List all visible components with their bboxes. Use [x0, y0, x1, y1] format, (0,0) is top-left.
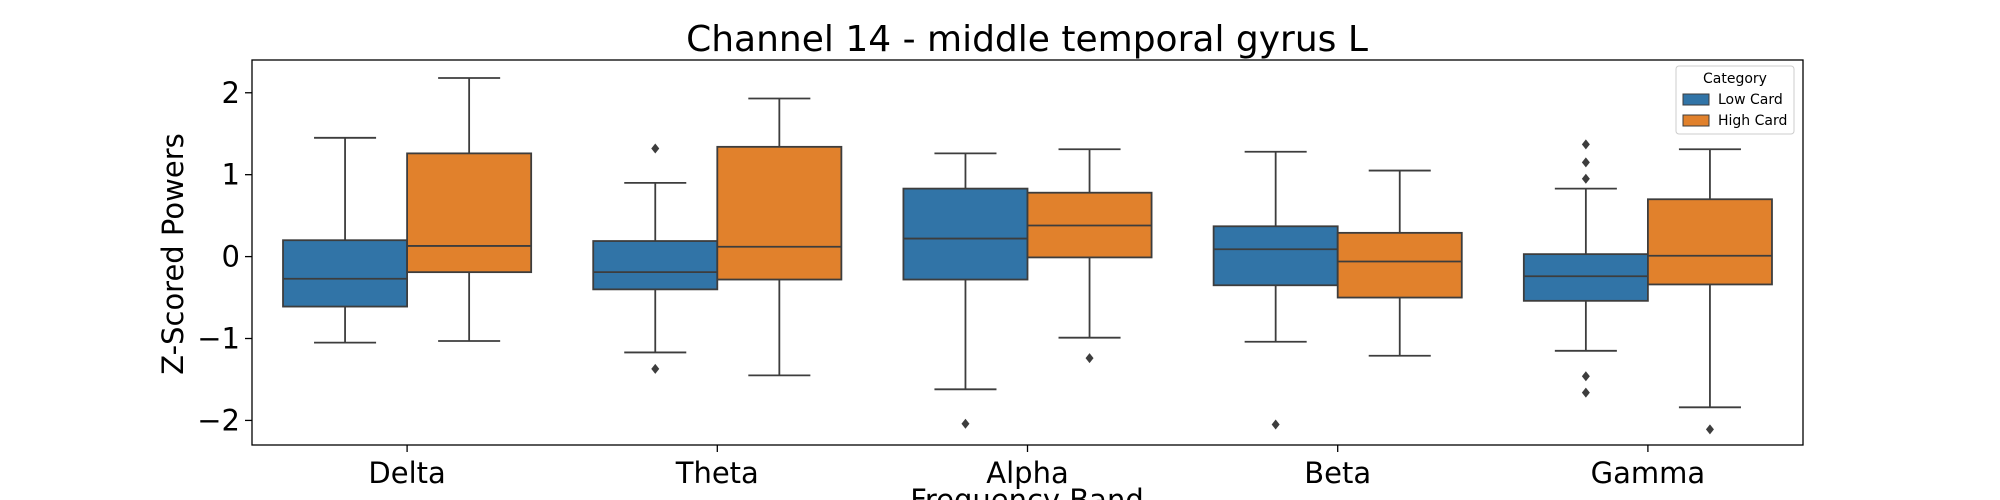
box-group — [1212, 150, 1339, 430]
legend-label: High Card — [1718, 113, 1787, 129]
box — [1647, 198, 1773, 286]
outlier-point — [1085, 353, 1094, 364]
outlier-point — [961, 418, 970, 429]
box-group — [1522, 139, 1649, 398]
outlier-point — [651, 143, 660, 154]
chart-title: Channel 14 - middle temporal gyrus L — [686, 19, 1368, 60]
outlier-point — [651, 363, 660, 374]
outlier-point — [1581, 173, 1590, 184]
y-tick-label: −2 — [197, 403, 240, 437]
x-tick-label: Theta — [675, 456, 759, 490]
outlier-point — [1705, 424, 1714, 435]
y-tick-label: 0 — [222, 240, 240, 274]
y-axis: −2 −1 0 1 2 — [197, 76, 252, 437]
box — [592, 240, 719, 291]
outlier-point — [1581, 371, 1590, 382]
x-tick-label: Alpha — [986, 456, 1068, 490]
box-group — [902, 152, 1029, 429]
legend-label: Low Card — [1718, 92, 1783, 108]
outlier-point — [1581, 387, 1590, 398]
box-group — [282, 136, 408, 344]
x-axis: Delta Theta Alpha Beta Gamma — [368, 445, 1705, 490]
legend: Category Low Card High Card — [1675, 65, 1795, 135]
box-group — [406, 77, 533, 342]
legend-swatch — [1682, 93, 1710, 106]
legend-title: Category — [1703, 71, 1767, 87]
plot-area — [282, 77, 1773, 435]
y-tick-label: 1 — [222, 158, 240, 192]
x-axis-label: Frequency Band — [910, 483, 1144, 500]
box — [902, 187, 1029, 281]
y-axis-label: Z-Scored Powers — [156, 133, 190, 374]
box — [406, 152, 533, 274]
box — [716, 145, 843, 281]
box — [1212, 225, 1339, 287]
x-tick-label: Delta — [368, 456, 445, 490]
box — [1522, 253, 1649, 302]
legend-swatch — [1682, 114, 1710, 127]
box — [282, 239, 408, 308]
box-group — [592, 143, 719, 374]
x-tick-label: Beta — [1304, 456, 1371, 490]
box-group — [716, 97, 843, 377]
x-tick-label: Gamma — [1591, 456, 1706, 490]
box-group — [1336, 169, 1463, 357]
y-tick-label: −1 — [197, 322, 240, 356]
box — [1336, 231, 1463, 299]
outlier-point — [1271, 419, 1280, 430]
y-tick-label: 2 — [222, 76, 240, 110]
box-group — [1647, 148, 1773, 435]
outlier-point — [1581, 139, 1590, 150]
box-group — [1026, 148, 1153, 364]
outlier-point — [1581, 157, 1590, 168]
